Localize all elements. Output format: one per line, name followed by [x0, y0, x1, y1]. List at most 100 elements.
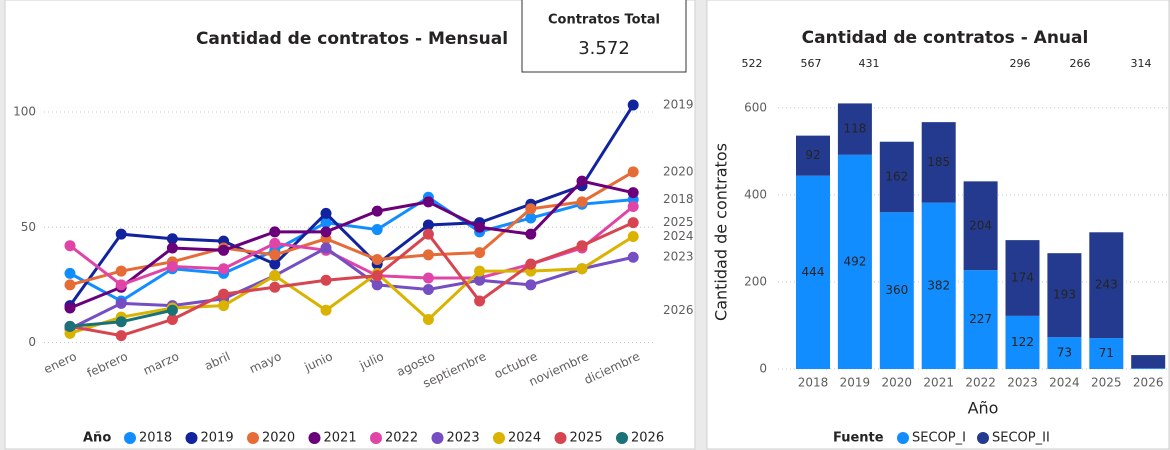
x-tick-label: 2024 [1049, 376, 1080, 390]
end-label: 2020 [663, 164, 694, 178]
line-point [64, 240, 76, 252]
line-point [320, 226, 332, 238]
x-tick-label: 2018 [798, 376, 829, 390]
line-point [474, 221, 486, 233]
legend-marker [897, 432, 909, 444]
line-point [320, 217, 332, 229]
line-point [320, 242, 332, 254]
line-point [422, 272, 434, 284]
end-label: 2018 [663, 192, 694, 206]
line-point [422, 284, 434, 296]
data-label: 122 [1011, 335, 1034, 349]
line-series [69, 170, 634, 287]
y-tick-label: 400 [744, 187, 767, 201]
line-point [320, 207, 332, 219]
line-point [576, 240, 588, 252]
bar-segment [1131, 368, 1166, 369]
bar-segment [921, 202, 956, 369]
line-series [68, 104, 635, 307]
data-label: 185 [927, 155, 950, 169]
x-tick-label: 2025 [1091, 376, 1122, 390]
bar-segment [1047, 337, 1082, 369]
end-label: 2019 [663, 98, 694, 112]
y-tick-label: 100 [13, 104, 36, 118]
legend-marker [247, 432, 259, 444]
legend-marker [616, 432, 628, 444]
data-label: 492 [843, 254, 866, 268]
line-point [269, 281, 281, 293]
line-point [218, 288, 230, 300]
line-point [627, 200, 639, 212]
x-tick-label: 2021 [923, 376, 954, 390]
bar-segment [1005, 240, 1040, 316]
line-point [371, 205, 383, 217]
kpi-card [521, 0, 687, 73]
x-tick-label: 2022 [965, 376, 996, 390]
data-label: 444 [802, 265, 825, 279]
line-point [371, 224, 383, 236]
legend-label: 2026 [631, 431, 664, 446]
bar-segment [796, 135, 830, 176]
line-point [371, 254, 383, 266]
data-label: 118 [843, 122, 866, 136]
data-label: 193 [1053, 288, 1076, 302]
y-tick-label: 50 [21, 220, 36, 234]
x-tick-label: 2020 [882, 376, 913, 390]
data-label: 174 [1011, 271, 1034, 285]
bar-segment [1131, 355, 1166, 369]
line-point [218, 300, 230, 312]
line-point [474, 295, 486, 307]
legend-label: 2018 [139, 431, 172, 446]
line-point [627, 166, 639, 178]
line-point [422, 249, 434, 261]
bar-segment [837, 154, 872, 369]
chart-title: Cantidad de contratos - Mensual [196, 29, 508, 49]
line-point [576, 263, 588, 275]
line-point [525, 203, 537, 215]
line-point [627, 99, 639, 111]
card-value: 3.572 [578, 38, 630, 59]
line-point [115, 330, 127, 342]
x-tick-label: 2019 [840, 376, 871, 390]
x-axis-label: Año [968, 399, 999, 418]
data-label: 382 [927, 278, 950, 292]
legend-marker [493, 432, 505, 444]
line-point [218, 244, 230, 256]
line-point [371, 279, 383, 291]
line-point [371, 270, 383, 282]
line-point [64, 267, 76, 279]
data-label: 243 [1095, 278, 1118, 292]
bar-segment [1047, 253, 1082, 338]
annotation: 266 [1070, 57, 1091, 70]
line-point [115, 279, 127, 291]
data-label: 162 [885, 169, 908, 183]
line-point [64, 302, 76, 314]
data-label: 92 [805, 148, 820, 162]
line-point [422, 196, 434, 208]
line-point [269, 226, 281, 238]
line-point [269, 237, 281, 249]
data-label: 204 [969, 218, 992, 232]
bar-segment [1089, 338, 1124, 369]
line-series [69, 246, 634, 331]
annotation: 314 [1131, 57, 1152, 70]
y-tick-label: 200 [744, 274, 767, 288]
line-point [525, 279, 537, 291]
line-point [474, 274, 486, 286]
x-tick-label: 2026 [1133, 376, 1164, 390]
y-tick-label: 0 [759, 362, 767, 376]
line-point [115, 297, 127, 309]
legend-marker [554, 432, 567, 444]
bar-segment [921, 122, 956, 203]
y-tick-label: 600 [744, 100, 767, 114]
line-point [115, 265, 127, 277]
y-tick-label: 0 [28, 335, 36, 349]
legend-marker [308, 432, 321, 444]
line-point [525, 258, 537, 270]
annotation: 296 [1010, 57, 1031, 70]
line-point [627, 230, 639, 242]
data-label: 73 [1057, 346, 1072, 360]
line-point [269, 258, 281, 270]
legend-marker [431, 432, 444, 444]
